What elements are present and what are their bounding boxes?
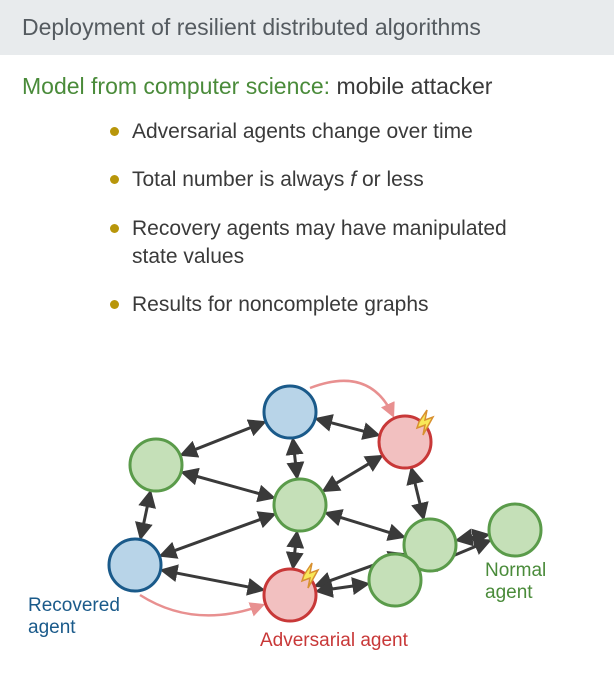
edge bbox=[327, 513, 403, 537]
node-normal bbox=[369, 554, 421, 606]
node-normal bbox=[489, 504, 541, 556]
edge bbox=[182, 422, 264, 454]
bullet-list: Adversarial agents change over time Total… bbox=[0, 110, 614, 320]
edge bbox=[161, 515, 273, 556]
edge bbox=[141, 492, 150, 537]
title-bar: Deployment of resilient distributed algo… bbox=[0, 0, 614, 55]
edge bbox=[412, 469, 424, 518]
attack-arrow bbox=[310, 381, 393, 416]
node-normal bbox=[130, 439, 182, 491]
edge bbox=[317, 419, 378, 435]
edge bbox=[183, 472, 273, 497]
edge bbox=[324, 456, 381, 490]
diagram-label: Adversarial agent bbox=[260, 630, 408, 652]
bullet-item: Results for noncomplete graphs bbox=[110, 291, 530, 319]
edge bbox=[318, 584, 368, 591]
bullet-item: Recovery agents may have manipulated sta… bbox=[110, 215, 530, 272]
node-recovered bbox=[109, 539, 161, 591]
network-diagram: Normalagent Recoveredagent Adversarial age… bbox=[0, 370, 614, 678]
diagram-label: Recoveredagent bbox=[28, 595, 120, 639]
attack-arrow bbox=[140, 595, 263, 615]
edge bbox=[293, 533, 297, 567]
subtitle: Model from computer science: mobile atta… bbox=[0, 55, 614, 110]
bullet-item: Total number is always f or less bbox=[110, 166, 530, 194]
edge bbox=[293, 440, 297, 477]
diagram-label: Normalagent bbox=[485, 560, 546, 604]
bullet-item: Adversarial agents change over time bbox=[110, 118, 530, 146]
subtitle-prefix: Model from computer science: bbox=[22, 73, 330, 99]
edge bbox=[458, 535, 488, 540]
edge bbox=[162, 570, 262, 589]
node-normal bbox=[274, 479, 326, 531]
page-title: Deployment of resilient distributed algo… bbox=[22, 14, 481, 40]
node-recovered bbox=[264, 386, 316, 438]
subtitle-suffix: mobile attacker bbox=[330, 73, 492, 99]
